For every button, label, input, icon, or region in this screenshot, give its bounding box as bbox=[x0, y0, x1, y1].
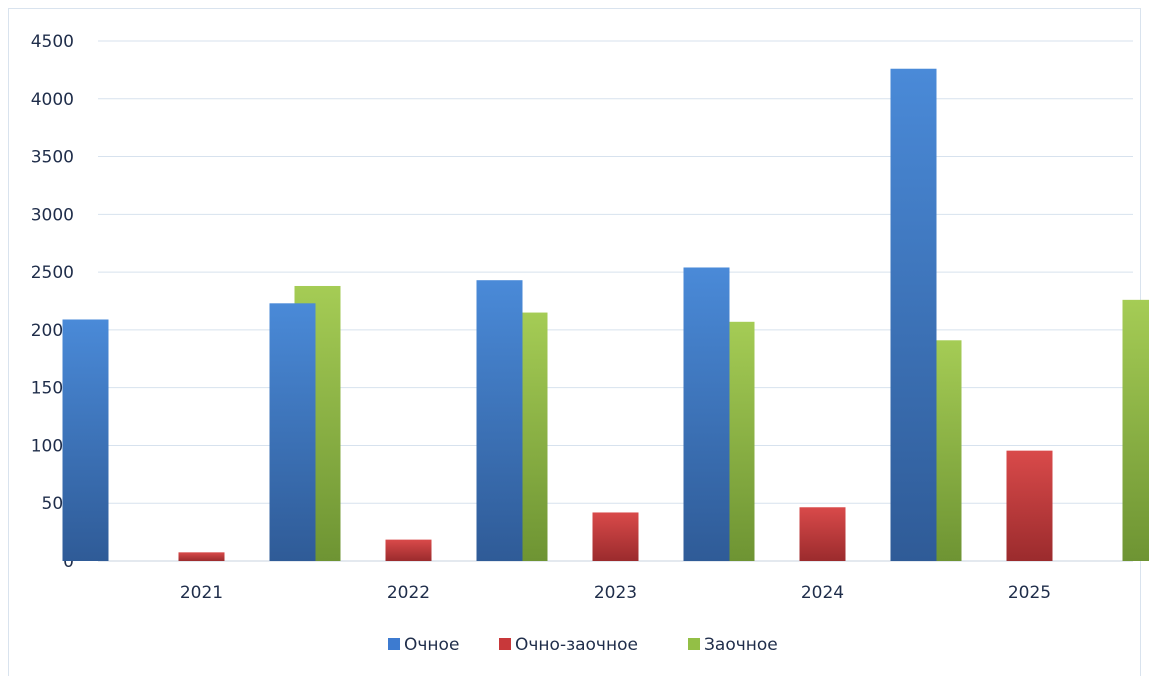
gridlines bbox=[98, 40, 1133, 562]
y-tick-label: 4500 bbox=[31, 32, 74, 52]
x-tick-label: 2025 bbox=[1008, 583, 1051, 603]
legend-swatch bbox=[388, 638, 400, 650]
legend-label: Очное bbox=[404, 635, 459, 655]
bar-Очное-2022 bbox=[269, 303, 316, 561]
bar-Очное-2021 bbox=[62, 319, 109, 561]
legend-swatch bbox=[688, 638, 700, 650]
x-axis-ticks: 2021 2022 2023 2024 2025 bbox=[180, 583, 1051, 603]
legend-label: Заочное bbox=[704, 635, 778, 655]
bar-Очно-заочное-2022 bbox=[385, 539, 432, 561]
bar-Очно-заочное-2023 bbox=[592, 512, 639, 561]
legend-label: Очно-заочное bbox=[515, 635, 638, 655]
y-tick-label: 2500 bbox=[31, 263, 74, 283]
x-tick-label: 2023 bbox=[594, 583, 637, 603]
bar-Заочное-2025 bbox=[1122, 299, 1149, 561]
x-tick-label: 2024 bbox=[801, 583, 844, 603]
x-tick-label: 2022 bbox=[387, 583, 430, 603]
bar-Очное-2024 bbox=[683, 267, 730, 561]
bar-Очно-заочное-2025 bbox=[1006, 450, 1053, 561]
legend: Очное Очно-заочное Заочное bbox=[388, 635, 778, 655]
y-tick-label: 3000 bbox=[31, 205, 74, 225]
legend-swatch bbox=[499, 638, 511, 650]
x-tick-label: 2021 bbox=[180, 583, 223, 603]
bar-Очно-заочное-2021 bbox=[178, 552, 225, 561]
bars bbox=[62, 68, 1149, 561]
y-tick-label: 0 bbox=[63, 552, 74, 572]
bar-Очно-заочное-2024 bbox=[799, 507, 846, 561]
y-tick-label: 3500 bbox=[31, 148, 74, 168]
y-tick-label: 4000 bbox=[31, 90, 74, 110]
bar-Очное-2025 bbox=[890, 68, 937, 561]
bar-Очное-2023 bbox=[476, 280, 523, 561]
